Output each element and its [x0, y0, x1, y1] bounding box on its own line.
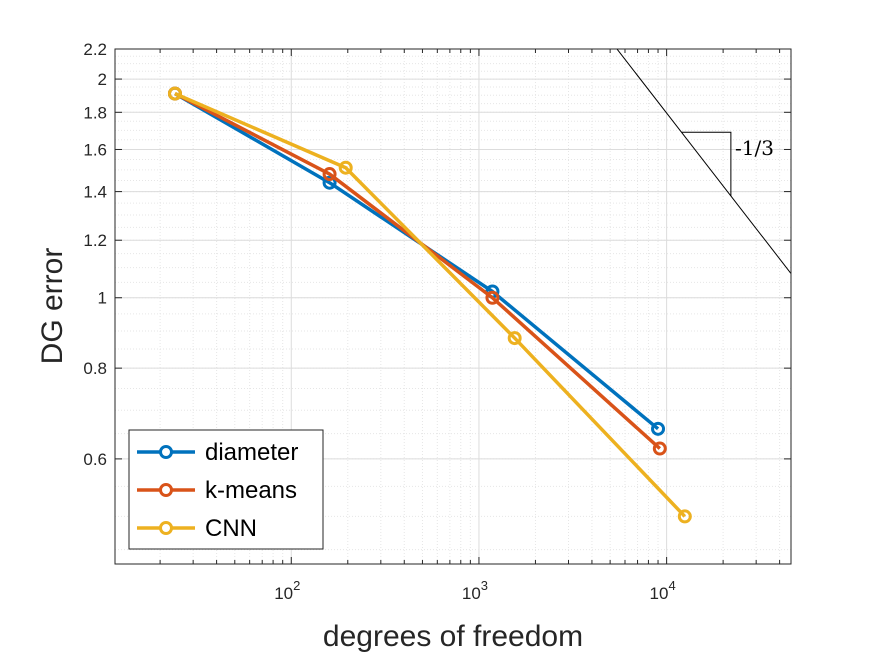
y-tick-label: 2 — [98, 70, 107, 89]
tick-group — [115, 48, 791, 564]
series-point-k-means — [652, 441, 667, 456]
x-tick-base: 10 — [274, 584, 293, 603]
legend-label-diameter: diameter — [205, 439, 298, 466]
axes-box — [114, 48, 792, 565]
reference-line-group — [616, 49, 791, 275]
y-tick-label: 0.8 — [83, 359, 107, 378]
y-tick-label: 1.2 — [83, 231, 107, 250]
series-point-diameter — [322, 175, 337, 190]
y-tick-label: 1.6 — [83, 140, 107, 159]
x-axis-label: degrees of freedom — [323, 620, 583, 653]
series-point-CNN — [677, 509, 692, 524]
y-tick-label: 0.6 — [83, 450, 107, 469]
y-tick-label: 2.2 — [83, 40, 107, 59]
slope-triangle — [681, 131, 732, 196]
legend-marker-k-means — [159, 483, 173, 497]
reference-line — [616, 49, 791, 275]
x-tick-label: 103 — [462, 578, 488, 603]
x-tick-exponent: 2 — [293, 578, 300, 593]
x-tick-exponent: 3 — [481, 578, 488, 593]
y-tick-label: 1 — [98, 289, 107, 308]
series-point-CNN — [338, 160, 353, 175]
x-tick-label: 102 — [274, 578, 300, 603]
series-point-k-means — [485, 290, 500, 305]
y-tick-label: 1.8 — [83, 103, 107, 122]
series-point-CNN — [167, 86, 182, 101]
series-point-CNN — [507, 331, 522, 346]
series-point-k-means — [322, 167, 337, 182]
legend-marker-CNN — [159, 521, 173, 535]
y-tick-label: 1.4 — [83, 183, 107, 202]
x-tick-exponent: 4 — [668, 578, 675, 593]
x-tick-base: 10 — [462, 584, 481, 603]
series-group — [167, 86, 692, 524]
series-point-diameter — [651, 421, 666, 436]
slope-label: -1/3 — [735, 136, 774, 160]
legend-label-CNN: CNN — [205, 515, 257, 542]
x-tick-base: 10 — [650, 584, 669, 603]
x-tick-label: 104 — [650, 578, 676, 603]
y-axis-label: DG error — [36, 248, 69, 365]
grid — [115, 49, 791, 564]
legend-marker-diameter — [159, 445, 173, 459]
series-line-CNN — [174, 91, 687, 518]
legend: diameter k-means CNN — [128, 429, 324, 550]
legend-label-k-means: k-means — [205, 477, 297, 504]
